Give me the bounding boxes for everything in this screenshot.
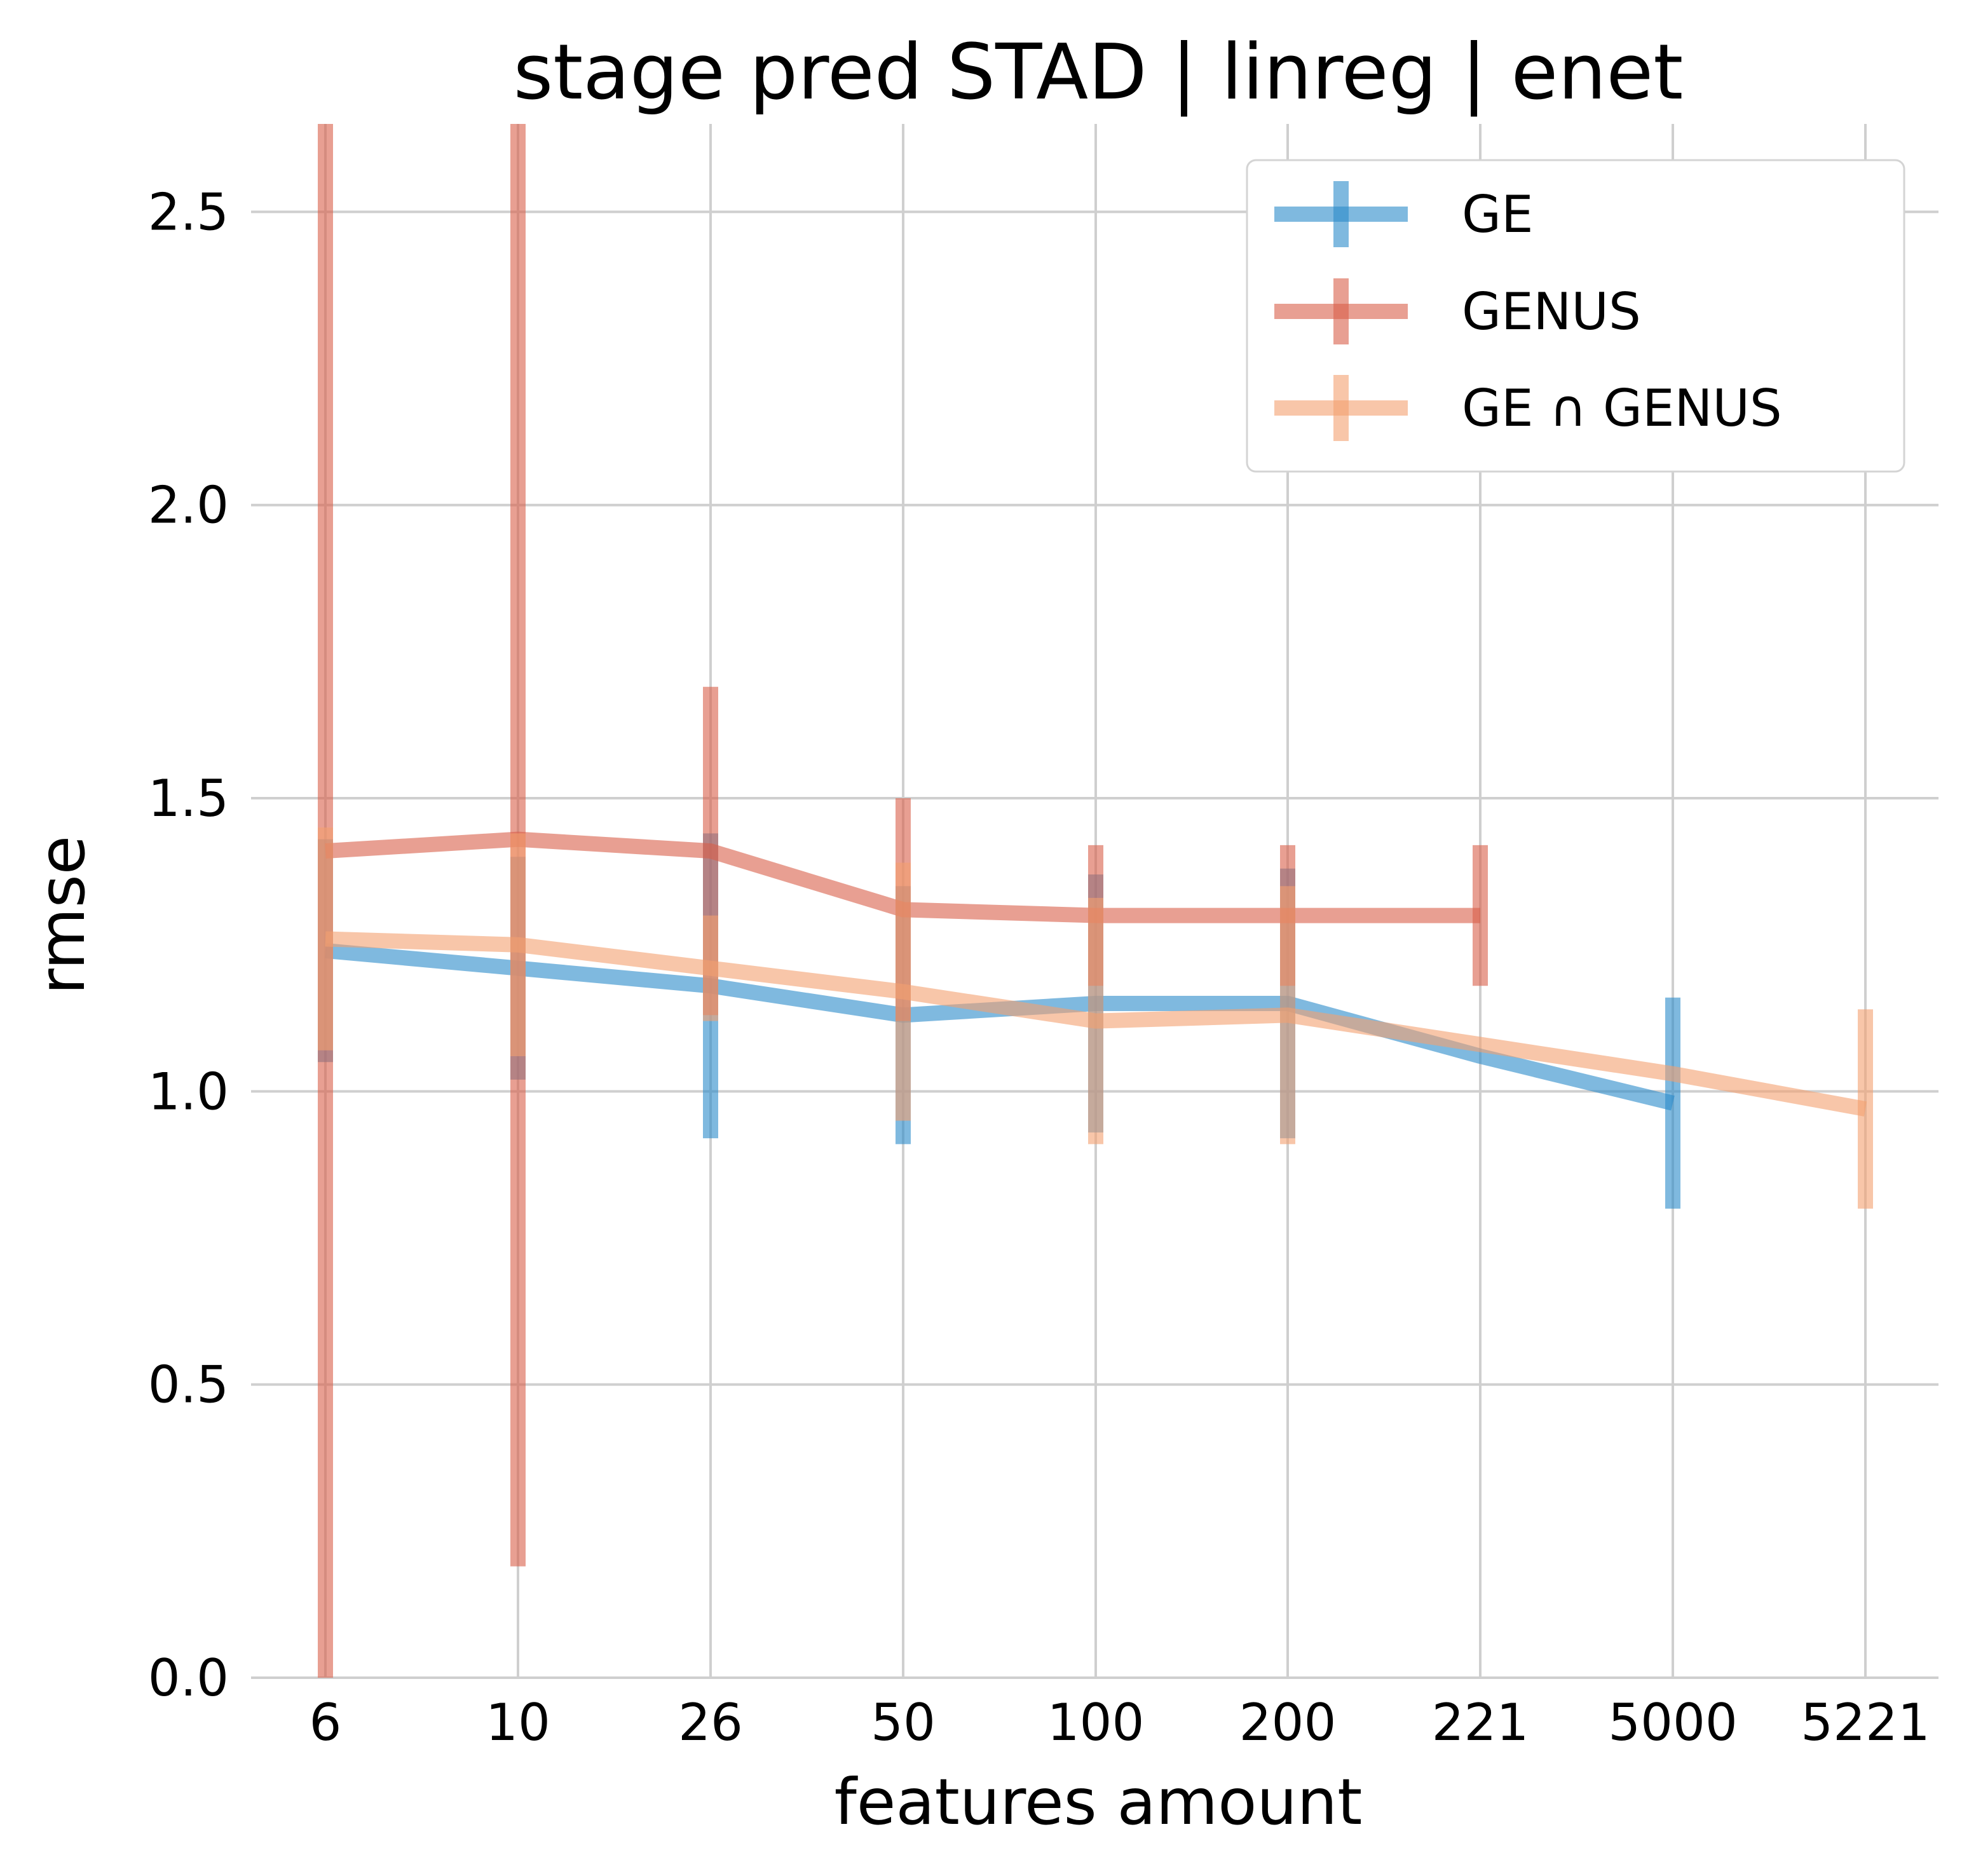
legend-items: GE GENUS GE ∩ GENUS <box>1274 181 1782 441</box>
series-0 <box>318 833 1680 1209</box>
legend-label: GE <box>1462 185 1534 244</box>
x-tick-label: 5000 <box>1608 1693 1738 1752</box>
x-tick-label: 26 <box>678 1693 743 1752</box>
y-tick-label: 1.5 <box>148 769 229 828</box>
legend: GE GENUS GE ∩ GENUS <box>1246 159 1905 473</box>
x-axis-ticks: 6 10 26 50 100 200 221 5000 5221 <box>310 1693 1930 1752</box>
x-tick-label: 221 <box>1432 1693 1529 1752</box>
x-tick-label: 200 <box>1239 1693 1337 1752</box>
x-tick-label: 10 <box>486 1693 550 1752</box>
series-2 <box>318 827 1873 1209</box>
y-tick-label: 0.5 <box>148 1356 229 1415</box>
y-tick-label: 2.0 <box>148 476 229 535</box>
x-tick-label: 5221 <box>1801 1693 1930 1752</box>
series-layer <box>318 124 1873 1678</box>
x-tick-label: 50 <box>871 1693 936 1752</box>
y-tick-label: 0.0 <box>148 1648 229 1708</box>
y-tick-label: 1.0 <box>148 1062 229 1121</box>
y-axis-ticks: 0.0 0.5 1.0 1.5 2.0 2.5 <box>148 182 229 1708</box>
legend-label: GENUS <box>1462 282 1641 341</box>
legend-frame <box>1246 159 1905 473</box>
x-tick-label: 6 <box>310 1693 342 1752</box>
series-line <box>324 942 1675 1111</box>
y-axis-label: rmse <box>25 836 99 995</box>
x-axis-label: features amount <box>835 1765 1363 1839</box>
chart-title: stage pred STAD | linreg | enet <box>514 29 1684 117</box>
y-tick-label: 2.5 <box>148 182 229 241</box>
legend-label: GE ∩ GENUS <box>1462 379 1782 438</box>
x-tick-label: 100 <box>1047 1693 1145 1752</box>
